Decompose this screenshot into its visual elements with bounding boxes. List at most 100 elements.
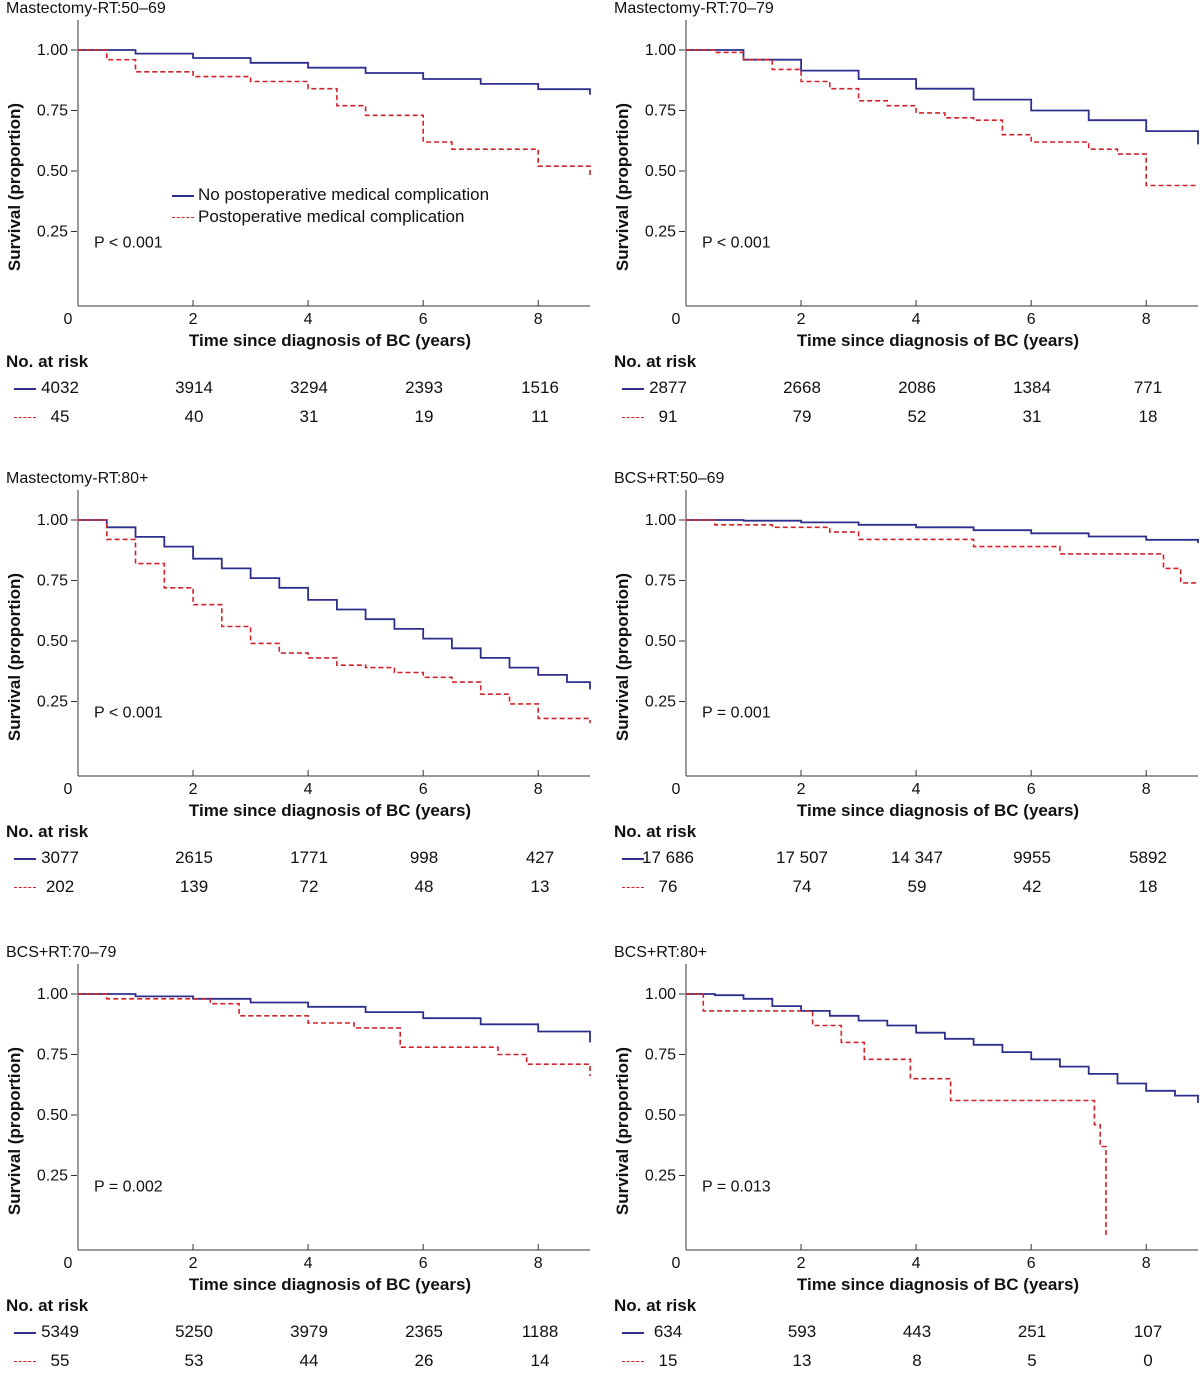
at-risk-count: 26 bbox=[414, 1351, 434, 1370]
complication-survival-curve bbox=[78, 519, 591, 724]
at-risk-table: No. at risk 634 593 443 251 107 15 13 8 5 0 bbox=[608, 1296, 1200, 1376]
complication-survival-curve bbox=[686, 519, 1198, 584]
y-tick-label: 0.50 bbox=[37, 163, 68, 180]
x-tick-label: 2 bbox=[189, 781, 198, 798]
y-tick-label: 0.50 bbox=[645, 633, 676, 650]
at-risk-count: 634 bbox=[653, 1322, 683, 1341]
at-risk-count: 17 686 bbox=[642, 848, 694, 867]
x-tick-label: 8 bbox=[1142, 1255, 1151, 1272]
at-risk-row: 4032 3914 3294 2393 1516 bbox=[0, 378, 600, 398]
y-axis-label: Survival (proportion) bbox=[5, 1047, 24, 1215]
at-risk-row: 76 74 59 42 18 bbox=[608, 877, 1200, 897]
km-panel: Mastectomy-RT:50–69 0.25 0.50 0.75 1.00 0 2 4 6 8… bbox=[0, 0, 600, 456]
y-tick-label: 0.25 bbox=[645, 1168, 676, 1185]
y-tick-label: 0.50 bbox=[37, 1107, 68, 1124]
x-tick-label: 0 bbox=[64, 311, 73, 328]
at-risk-row: 202 139 72 48 13 bbox=[0, 877, 600, 897]
at-risk-count: 9955 bbox=[1013, 848, 1051, 867]
km-plot: 0.25 0.50 0.75 1.00 0 2 4 6 8 Time since diagnosi… bbox=[613, 964, 1199, 1294]
x-axis-label: Time since diagnosis of BC (years) bbox=[797, 331, 1079, 350]
at-risk-count: 2615 bbox=[175, 848, 213, 867]
p-value-label: P = 0.013 bbox=[702, 1179, 771, 1196]
at-risk-count: 3979 bbox=[290, 1322, 328, 1341]
figure: Mastectomy-RT:50–69 0.25 0.50 0.75 1.00 0 2 4 6 8… bbox=[0, 0, 1200, 1370]
at-risk-count: 55 bbox=[50, 1351, 70, 1370]
at-risk-count: 17 507 bbox=[776, 848, 828, 867]
at-risk-count: 139 bbox=[179, 877, 209, 896]
x-tick-label: 0 bbox=[64, 781, 73, 798]
at-risk-title: No. at risk bbox=[6, 1296, 89, 1315]
y-axis-label: Survival (proportion) bbox=[613, 103, 632, 271]
x-axis-label: Time since diagnosis of BC (years) bbox=[189, 331, 471, 350]
x-tick-label: 4 bbox=[912, 781, 921, 798]
at-risk-title: No. at risk bbox=[614, 822, 697, 841]
y-tick-label: 0.75 bbox=[645, 573, 676, 590]
at-risk-count: 2086 bbox=[898, 378, 936, 397]
no-complication-survival-curve bbox=[686, 993, 1199, 1103]
at-risk-line-key bbox=[622, 887, 644, 888]
at-risk-line-key bbox=[622, 417, 644, 418]
at-risk-count: 5892 bbox=[1129, 848, 1167, 867]
at-risk-count: 13 bbox=[792, 1351, 812, 1370]
at-risk-count: 427 bbox=[525, 848, 555, 867]
at-risk-count: 31 bbox=[299, 407, 319, 426]
at-risk-count: 15 bbox=[658, 1351, 678, 1370]
x-tick-label: 6 bbox=[1027, 781, 1036, 798]
at-risk-count: 11 bbox=[531, 407, 549, 426]
x-axis-label: Time since diagnosis of BC (years) bbox=[797, 1275, 1079, 1294]
x-tick-label: 0 bbox=[672, 1255, 681, 1272]
at-risk-table: No. at risk 2877 2668 2086 1384 771 91 79 52 31 18 bbox=[608, 352, 1200, 432]
x-tick-label: 4 bbox=[912, 311, 921, 328]
at-risk-count: 998 bbox=[409, 848, 439, 867]
no-complication-survival-curve bbox=[686, 49, 1199, 145]
at-risk-count: 5349 bbox=[41, 1322, 79, 1341]
y-axis-label: Survival (proportion) bbox=[613, 1047, 632, 1215]
x-axis-label: Time since diagnosis of BC (years) bbox=[797, 801, 1079, 820]
at-risk-count: 1516 bbox=[521, 378, 559, 397]
at-risk-count: 2393 bbox=[405, 378, 443, 397]
y-tick-label: 1.00 bbox=[37, 986, 68, 1003]
x-tick-label: 2 bbox=[797, 1255, 806, 1272]
at-risk-count: 1771 bbox=[290, 848, 328, 867]
at-risk-row: 17 686 17 507 14 347 9955 5892 bbox=[608, 848, 1200, 868]
at-risk-count: 251 bbox=[1017, 1322, 1047, 1341]
at-risk-count: 8 bbox=[912, 1351, 922, 1370]
no-complication-survival-curve bbox=[78, 49, 591, 95]
at-risk-title: No. at risk bbox=[614, 352, 697, 371]
x-tick-label: 0 bbox=[672, 311, 681, 328]
at-risk-count: 5 bbox=[1027, 1351, 1037, 1370]
x-axis-label: Time since diagnosis of BC (years) bbox=[189, 801, 471, 820]
y-tick-label: 0.50 bbox=[645, 163, 676, 180]
at-risk-count: 31 bbox=[1022, 407, 1042, 426]
x-tick-label: 8 bbox=[534, 311, 543, 328]
x-tick-label: 6 bbox=[419, 781, 428, 798]
at-risk-count: 14 347 bbox=[891, 848, 943, 867]
at-risk-line-key bbox=[14, 388, 36, 390]
at-risk-count: 42 bbox=[1022, 877, 1042, 896]
x-tick-label: 2 bbox=[797, 311, 806, 328]
at-risk-count: 40 bbox=[184, 407, 204, 426]
panel-title: BCS+RT:50–69 bbox=[614, 470, 725, 487]
y-tick-label: 0.75 bbox=[645, 1047, 676, 1064]
y-tick-label: 0.75 bbox=[37, 1047, 68, 1064]
at-risk-count: 52 bbox=[907, 407, 927, 426]
at-risk-count: 771 bbox=[1133, 378, 1163, 397]
at-risk-table: No. at risk 5349 5250 3979 2365 1188 55 53 44 26 1… bbox=[0, 1296, 600, 1376]
legend-swatch bbox=[172, 195, 194, 197]
at-risk-line-key bbox=[622, 1332, 644, 1334]
x-tick-label: 4 bbox=[304, 1255, 313, 1272]
p-value-label: P < 0.001 bbox=[94, 705, 163, 722]
at-risk-line-key bbox=[622, 858, 644, 860]
km-panel: Mastectomy-RT:70–79 0.25 0.50 0.75 1.00 0 2 4 6 8… bbox=[608, 0, 1200, 456]
x-tick-label: 4 bbox=[304, 781, 313, 798]
at-risk-count: 59 bbox=[907, 877, 927, 896]
y-tick-label: 0.50 bbox=[37, 633, 68, 650]
x-tick-label: 8 bbox=[1142, 781, 1151, 798]
x-tick-label: 8 bbox=[534, 781, 543, 798]
no-complication-survival-curve bbox=[78, 519, 591, 690]
at-risk-count: 3914 bbox=[175, 378, 213, 397]
y-tick-label: 0.75 bbox=[37, 103, 68, 120]
x-tick-label: 2 bbox=[189, 1255, 198, 1272]
x-tick-label: 6 bbox=[419, 311, 428, 328]
at-risk-count: 74 bbox=[792, 877, 812, 896]
